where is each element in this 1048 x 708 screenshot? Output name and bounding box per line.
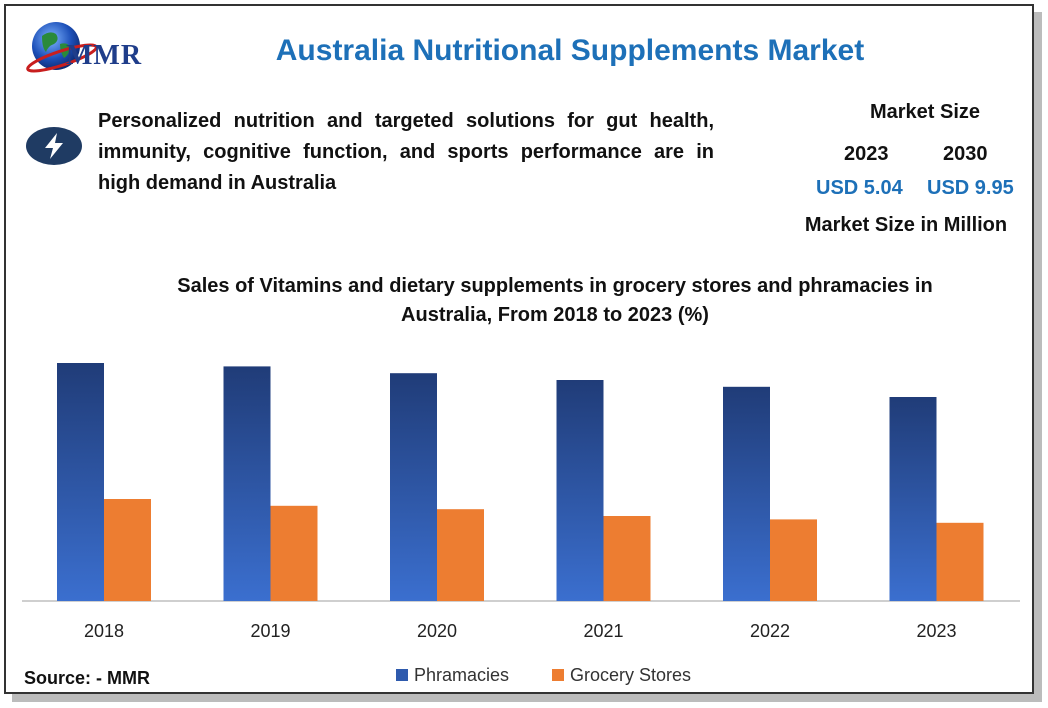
x-tick-label-2018: 2018 xyxy=(84,621,124,641)
bar-grocery-2018 xyxy=(104,499,151,601)
bar-pharmacies-2019 xyxy=(223,366,271,601)
legend-swatch-pharmacies xyxy=(396,669,408,681)
page-title: Australia Nutritional Supplements Market xyxy=(275,34,865,67)
outer-frame xyxy=(4,4,1034,694)
legend-item-pharmacies: Phramacies xyxy=(396,664,509,686)
x-tick-label-2021: 2021 xyxy=(583,621,623,641)
lightning-bolt-icon xyxy=(26,127,82,165)
legend-label-grocery: Grocery Stores xyxy=(570,664,692,685)
bar-pharmacies-2021 xyxy=(556,380,604,601)
market-size-label: Market Size xyxy=(869,101,981,123)
headline-text: Personalized nutrition and targeted solu… xyxy=(98,110,714,194)
x-tick-label-2023: 2023 xyxy=(916,621,956,641)
mmr-globe-logo xyxy=(26,22,98,73)
legend-label-pharmacies: Phramacies xyxy=(414,664,510,685)
bar-pharmacies-2023 xyxy=(889,397,937,601)
frame-shadow-right xyxy=(1034,12,1042,702)
bar-pharmacies-2022 xyxy=(723,386,770,601)
legend-item-grocery: Grocery Stores xyxy=(552,664,691,686)
x-tick-label-2022: 2022 xyxy=(750,621,790,641)
x-tick-label-2019: 2019 xyxy=(250,621,290,641)
bar-pharmacies-2018 xyxy=(57,363,104,601)
year-2023-label: 2023 xyxy=(844,143,889,165)
frame-shadow-bottom xyxy=(12,694,1042,702)
market-size-unit: Market Size in Million xyxy=(804,214,1008,236)
bar-grocery-2019 xyxy=(270,505,318,601)
chart-title: Sales of Vitamins and dietary supplement… xyxy=(177,275,933,326)
source-label: Source: - MMR xyxy=(24,668,150,688)
bar-grocery-2022 xyxy=(770,519,817,601)
logo-text: MMR xyxy=(66,40,143,71)
x-tick-label-2020: 2020 xyxy=(417,621,457,641)
value-2030: USD 9.95 xyxy=(927,177,1014,199)
bar-grocery-2020 xyxy=(437,509,484,601)
bar-grocery-2021 xyxy=(603,516,651,601)
value-2023: USD 5.04 xyxy=(816,177,903,199)
bar-pharmacies-2020 xyxy=(390,373,437,601)
legend-swatch-grocery xyxy=(552,669,564,681)
year-2030-label: 2030 xyxy=(943,143,988,165)
bar-grocery-2023 xyxy=(936,522,984,601)
